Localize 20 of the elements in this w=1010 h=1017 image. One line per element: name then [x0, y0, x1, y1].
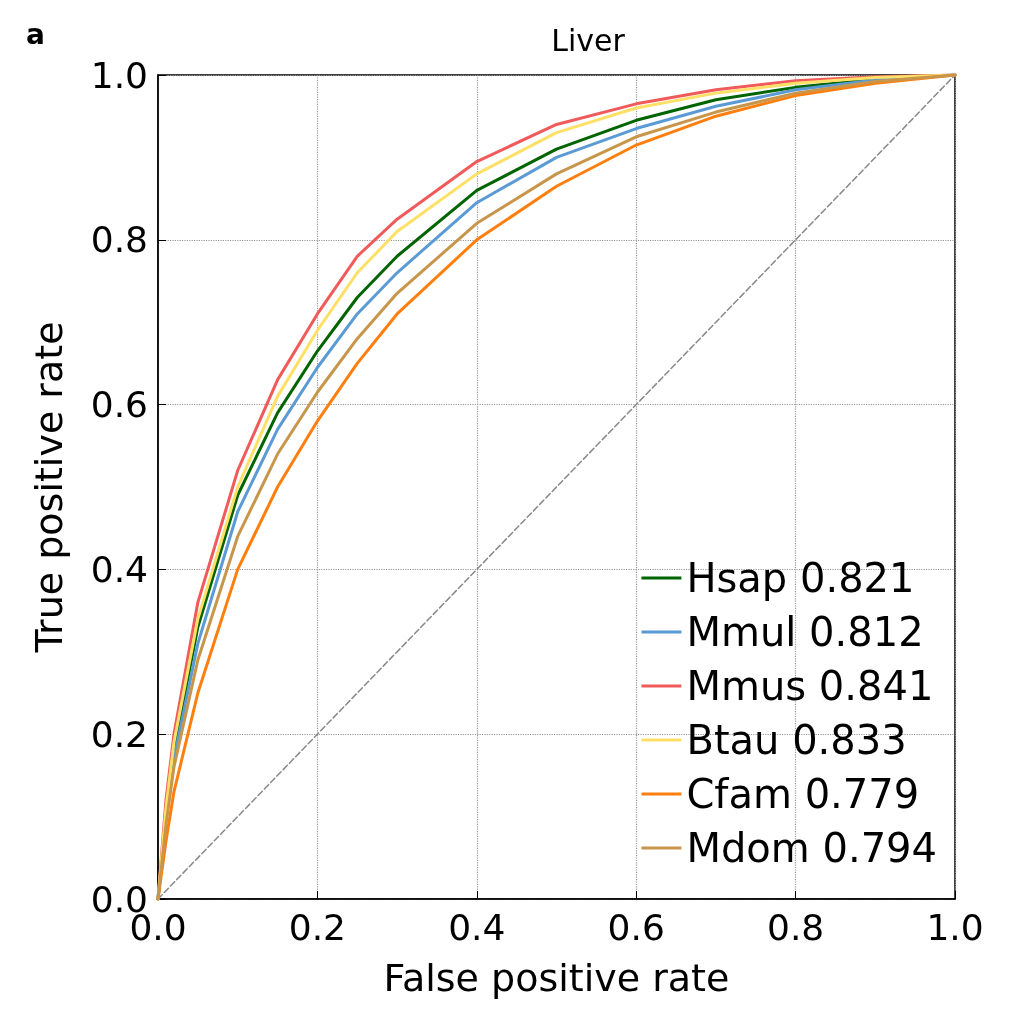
y-tick-label: 0.2	[90, 713, 148, 755]
x-tick-label: 0.4	[448, 906, 506, 948]
chart-title: Liver	[551, 22, 626, 58]
legend-label: Hsap 0.821	[686, 555, 915, 601]
text: a	[26, 17, 45, 51]
y-tick-label: 0.4	[90, 548, 148, 590]
legend-label: Mdom 0.794	[686, 825, 938, 871]
legend-label: Cfam 0.779	[686, 771, 920, 817]
x-tick-label: 0.2	[288, 906, 347, 948]
y-tick-label: 0.8	[90, 219, 148, 261]
x-tick-label: 0.6	[607, 906, 665, 948]
y-tick-label: 0.6	[90, 384, 148, 426]
y-axis-title: True positive rate	[27, 321, 71, 654]
legend-label: Btau 0.833	[686, 717, 907, 763]
x-tick-label: 0.8	[766, 906, 825, 948]
x-tick-label: 1.0	[926, 906, 984, 948]
legend-label: Mmul 0.812	[686, 609, 924, 655]
x-axis-title: False positive rate	[383, 956, 730, 1000]
y-tick-label: 1.0	[90, 54, 148, 96]
legend-label: Mmus 0.841	[686, 663, 934, 709]
